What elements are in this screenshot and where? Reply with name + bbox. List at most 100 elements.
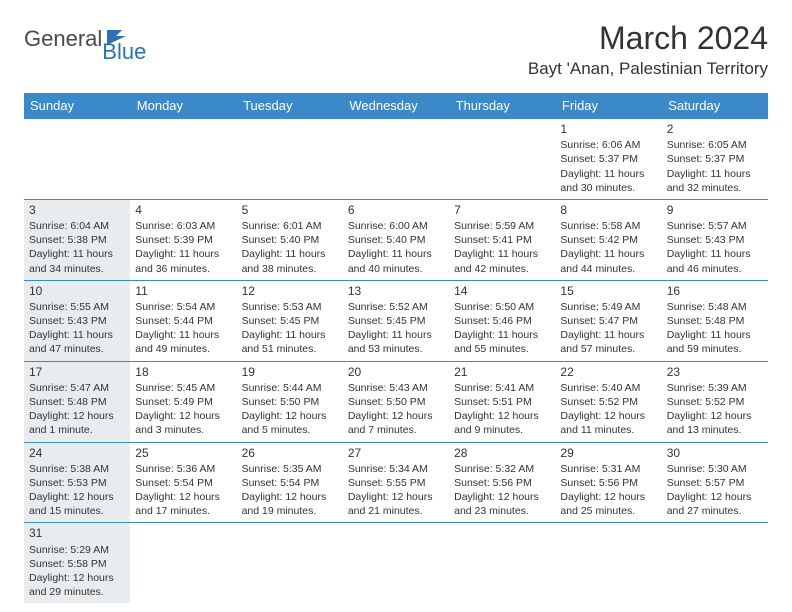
sunset-text: Sunset: 5:56 PM [560,476,656,490]
day-number: 3 [29,202,125,218]
sunrise-text: Sunrise: 5:53 AM [242,300,338,314]
sunset-text: Sunset: 5:51 PM [454,395,550,409]
calendar-row: 1Sunrise: 6:06 AMSunset: 5:37 PM Daylight… [24,119,768,200]
calendar-cell: 2Sunrise: 6:05 AMSunset: 5:37 PMDaylight… [662,119,768,200]
calendar-cell: 27Sunrise: 5:34 AMSunset: 5:55 PMDayligh… [343,442,449,523]
header: General Blue March 2024 Bayt 'Anan, Pale… [24,20,768,79]
sunset-text: Sunset: 5:37 PM [560,152,656,166]
calendar-cell: 6Sunrise: 6:00 AMSunset: 5:40 PMDaylight… [343,199,449,280]
daylight-text: Daylight: 11 hours and 53 minutes. [348,328,444,356]
day-number: 7 [454,202,550,218]
sunrise-text: Sunrise: 6:03 AM [135,219,231,233]
sunset-text: Sunset: 5:44 PM [135,314,231,328]
day-number: 11 [135,283,231,299]
day-number: 15 [560,283,656,299]
sunrise-text: Sunrise: 5:55 AM [29,300,125,314]
daylight-text: Daylight: 12 hours and 5 minutes. [242,409,338,437]
day-header: Saturday [662,93,768,119]
logo-text-general: General [24,26,102,52]
day-number: 30 [667,445,763,461]
daylight-text: Daylight: 11 hours and 32 minutes. [667,167,763,195]
sunset-text: Sunset: 5:57 PM [667,476,763,490]
sunrise-text: Sunrise: 6:06 AM [560,138,656,152]
day-number: 9 [667,202,763,218]
sunrise-text: Sunrise: 5:59 AM [454,219,550,233]
sunset-text: Sunset: 5:54 PM [242,476,338,490]
day-number: 10 [29,283,125,299]
day-number: 16 [667,283,763,299]
calendar-cell: 31Sunrise: 5:29 AMSunset: 5:58 PMDayligh… [24,523,130,603]
sunrise-text: Sunrise: 5:29 AM [29,543,125,557]
day-number: 19 [242,364,338,380]
calendar-cell [24,119,130,200]
day-number: 1 [560,121,656,137]
sunrise-text: Sunrise: 5:43 AM [348,381,444,395]
day-header: Friday [555,93,661,119]
calendar-cell: 16Sunrise: 5:48 AMSunset: 5:48 PMDayligh… [662,280,768,361]
sunset-text: Sunset: 5:38 PM [29,233,125,247]
calendar-cell: 22Sunrise: 5:40 AMSunset: 5:52 PMDayligh… [555,361,661,442]
daylight-text: Daylight: 11 hours and 55 minutes. [454,328,550,356]
daylight-text: Daylight: 12 hours and 27 minutes. [667,490,763,518]
calendar-cell: 12Sunrise: 5:53 AMSunset: 5:45 PMDayligh… [237,280,343,361]
daylight-text: Daylight: 12 hours and 15 minutes. [29,490,125,518]
sunset-text: Sunset: 5:40 PM [348,233,444,247]
sunrise-text: Sunrise: 5:58 AM [560,219,656,233]
calendar-cell: 21Sunrise: 5:41 AMSunset: 5:51 PMDayligh… [449,361,555,442]
sunset-text: Sunset: 5:50 PM [242,395,338,409]
daylight-text: Daylight: 12 hours and 3 minutes. [135,409,231,437]
calendar-cell [449,523,555,603]
day-number: 21 [454,364,550,380]
sunset-text: Sunset: 5:52 PM [667,395,763,409]
calendar-cell: 24Sunrise: 5:38 AMSunset: 5:53 PMDayligh… [24,442,130,523]
sunset-text: Sunset: 5:58 PM [29,557,125,571]
sunrise-text: Sunrise: 5:45 AM [135,381,231,395]
calendar-cell [343,523,449,603]
day-number: 5 [242,202,338,218]
calendar-cell: 3Sunrise: 6:04 AMSunset: 5:38 PMDaylight… [24,199,130,280]
sunrise-text: Sunrise: 5:38 AM [29,462,125,476]
day-number: 2 [667,121,763,137]
day-number: 6 [348,202,444,218]
logo-text-blue: Blue [102,39,146,64]
sunset-text: Sunset: 5:43 PM [667,233,763,247]
sunset-text: Sunset: 5:48 PM [667,314,763,328]
calendar-cell: 29Sunrise: 5:31 AMSunset: 5:56 PMDayligh… [555,442,661,523]
calendar-cell [343,119,449,200]
day-header: Wednesday [343,93,449,119]
sunrise-text: Sunrise: 5:54 AM [135,300,231,314]
sunrise-text: Sunrise: 6:04 AM [29,219,125,233]
day-number: 18 [135,364,231,380]
sunrise-text: Sunrise: 5:39 AM [667,381,763,395]
daylight-text: Daylight: 12 hours and 9 minutes. [454,409,550,437]
daylight-text: Daylight: 11 hours and 57 minutes. [560,328,656,356]
calendar-cell: 14Sunrise: 5:50 AMSunset: 5:46 PMDayligh… [449,280,555,361]
calendar-cell: 1Sunrise: 6:06 AMSunset: 5:37 PMDaylight… [555,119,661,200]
sunset-text: Sunset: 5:49 PM [135,395,231,409]
calendar-cell: 10Sunrise: 5:55 AMSunset: 5:43 PMDayligh… [24,280,130,361]
sunrise-text: Sunrise: 6:01 AM [242,219,338,233]
day-number: 13 [348,283,444,299]
calendar-cell: 23Sunrise: 5:39 AMSunset: 5:52 PMDayligh… [662,361,768,442]
sunset-text: Sunset: 5:42 PM [560,233,656,247]
sunrise-text: Sunrise: 6:05 AM [667,138,763,152]
daylight-text: Daylight: 12 hours and 7 minutes. [348,409,444,437]
calendar-cell [130,119,236,200]
calendar-cell: 20Sunrise: 5:43 AMSunset: 5:50 PMDayligh… [343,361,449,442]
sunset-text: Sunset: 5:46 PM [454,314,550,328]
sunrise-text: Sunrise: 5:36 AM [135,462,231,476]
daylight-text: Daylight: 11 hours and 47 minutes. [29,328,125,356]
sunset-text: Sunset: 5:53 PM [29,476,125,490]
day-number: 28 [454,445,550,461]
calendar-cell [555,523,661,603]
sunset-text: Sunset: 5:43 PM [29,314,125,328]
day-number: 20 [348,364,444,380]
sunrise-text: Sunrise: 5:44 AM [242,381,338,395]
calendar-cell: 9Sunrise: 5:57 AMSunset: 5:43 PMDaylight… [662,199,768,280]
calendar-cell: 15Sunrise: 5:49 AMSunset: 5:47 PMDayligh… [555,280,661,361]
calendar-cell [237,119,343,200]
daylight-text: Daylight: 12 hours and 1 minute. [29,409,125,437]
calendar-cell: 30Sunrise: 5:30 AMSunset: 5:57 PMDayligh… [662,442,768,523]
sunrise-text: Sunrise: 5:50 AM [454,300,550,314]
sunrise-text: Sunrise: 5:41 AM [454,381,550,395]
